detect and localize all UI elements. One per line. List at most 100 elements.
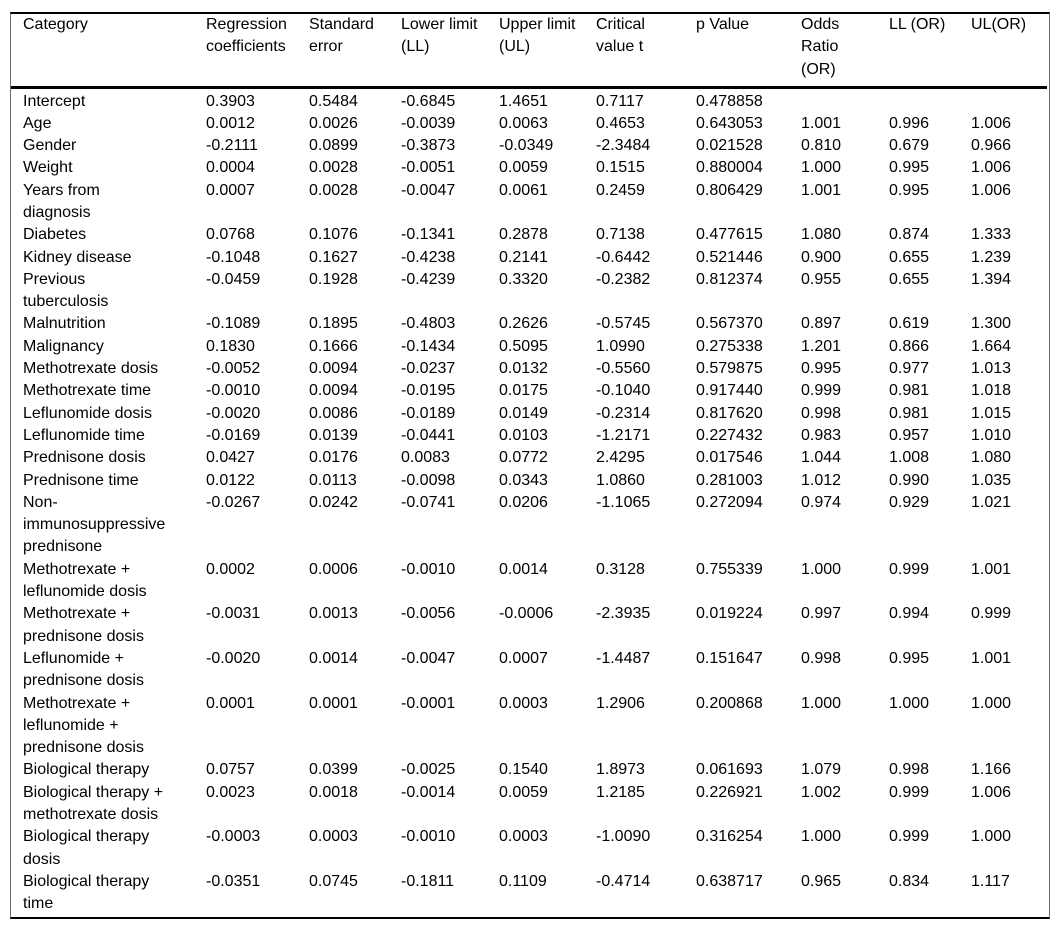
table-row: Methotrexate + prednisone dosis -0.0031 0.… [11, 603, 1047, 648]
cell-lower_limit: -0.1434 [401, 337, 456, 355]
cell-odds_ratio: 1.000 [801, 828, 842, 846]
cell-ll_or: 0.996 [889, 114, 930, 132]
cell-coefficients: -0.0020 [206, 649, 261, 667]
cell-odds_ratio: 0.900 [801, 248, 842, 266]
cell-ul_or: 1.000 [971, 828, 1012, 846]
cell-std_error: 0.0242 [309, 493, 358, 511]
cell-ll_or: 0.981 [889, 382, 930, 400]
cell-ll_or: 0.998 [889, 761, 930, 779]
cell-ll_or: 0.981 [889, 404, 930, 422]
cell-std_error: 0.5484 [309, 92, 358, 110]
cell-critical_t: 0.7117 [596, 92, 644, 110]
cell-lower_limit: -0.0001 [401, 694, 456, 712]
cell-upper_limit: 0.0175 [499, 382, 548, 400]
table-row: Methotrexate + leflunomide dosis 0.0002 0.… [11, 559, 1047, 604]
cell-ul_or: 1.013 [971, 360, 1012, 378]
column-header-critical-t: Critical value t [596, 14, 696, 89]
cell-std_error: 0.0006 [309, 560, 358, 578]
cell-odds_ratio: 0.998 [801, 649, 842, 667]
table-row: Age 0.0012 0.0026 -0.0039 0.0063 0.4653 0.6430… [11, 113, 1047, 135]
cell-p_value: 0.806429 [696, 181, 763, 199]
cell-upper_limit: 0.1109 [499, 872, 547, 890]
cell-upper_limit: 0.0003 [499, 828, 548, 846]
cell-odds_ratio: 0.897 [801, 315, 842, 333]
cell-odds_ratio: 1.001 [801, 181, 842, 199]
column-header-lower-limit: Lower limit (LL) [401, 14, 499, 89]
cell-coefficients: 0.0122 [206, 471, 255, 489]
cell-ll_or: 0.866 [889, 337, 930, 355]
row-category: Prednisone time [23, 471, 139, 489]
cell-coefficients: 0.1830 [206, 337, 255, 355]
row-category: Leflunomide time [23, 426, 145, 444]
table-header: Category Regression coefficients Standar… [11, 14, 1047, 89]
cell-critical_t: 1.0990 [596, 337, 645, 355]
cell-ll_or: 0.999 [889, 828, 930, 846]
cell-critical_t: -0.1040 [596, 382, 651, 400]
cell-critical_t: -1.0090 [596, 828, 651, 846]
cell-upper_limit: 0.0063 [499, 114, 548, 132]
cell-p_value: 0.638717 [696, 872, 763, 890]
cell-ul_or: 1.001 [971, 560, 1012, 578]
cell-p_value: 0.200868 [696, 694, 763, 712]
cell-coefficients: 0.0002 [206, 560, 255, 578]
table-row: Biological therapy dosis -0.0003 0.0003 -0.… [11, 826, 1047, 871]
row-category: Years from diagnosis [23, 181, 100, 221]
cell-upper_limit: 0.0014 [499, 560, 548, 578]
cell-std_error: 0.0013 [309, 605, 358, 623]
row-category: Leflunomide + prednisone dosis [23, 649, 144, 690]
cell-lower_limit: -0.0025 [401, 761, 456, 779]
cell-coefficients: -0.0010 [206, 382, 261, 400]
cell-coefficients: 0.0004 [206, 159, 255, 177]
cell-p_value: 0.755339 [696, 560, 763, 578]
cell-coefficients: -0.0169 [206, 426, 261, 444]
table-row: Methotrexate time -0.0010 0.0094 -0.0195 0.0… [11, 380, 1047, 402]
cell-ll_or: 0.994 [889, 605, 930, 623]
cell-ul_or: 0.966 [971, 137, 1012, 155]
cell-critical_t: -0.4714 [596, 872, 651, 890]
cell-ul_or: 1.000 [971, 694, 1012, 712]
cell-p_value: 0.017546 [696, 449, 763, 467]
table-row: Biological therapy time -0.0351 0.0745 -0.1… [11, 871, 1047, 916]
cell-ul_or: 1.239 [971, 248, 1012, 266]
row-category: Methotrexate time [23, 382, 152, 400]
cell-p_value: 0.812374 [696, 270, 763, 288]
cell-coefficients: 0.0427 [206, 449, 255, 467]
column-header-ul-or: UL(OR) [971, 14, 1047, 89]
cell-std_error: 0.0003 [309, 828, 358, 846]
cell-lower_limit: -0.4239 [401, 270, 456, 288]
cell-lower_limit: -0.0741 [401, 493, 456, 511]
cell-lower_limit: -0.4238 [401, 248, 456, 266]
cell-odds_ratio: 0.995 [801, 360, 842, 378]
cell-coefficients: -0.0031 [206, 605, 261, 623]
cell-p_value: 0.477615 [696, 226, 763, 244]
table-row: Leflunomide time -0.0169 0.0139 -0.0441 0.01… [11, 425, 1047, 447]
cell-std_error: 0.0094 [309, 360, 358, 378]
cell-critical_t: -0.2314 [596, 404, 651, 422]
cell-odds_ratio: 0.983 [801, 426, 842, 444]
cell-upper_limit: 0.2141 [499, 248, 548, 266]
cell-std_error: 0.0028 [309, 181, 358, 199]
regression-results-table-frame: Category Regression coefficients Standar… [10, 12, 1050, 919]
row-category: Weight [23, 159, 73, 177]
header-row: Category Regression coefficients Standar… [11, 14, 1047, 89]
cell-ul_or: 1.333 [971, 226, 1012, 244]
cell-coefficients: -0.0459 [206, 270, 261, 288]
cell-ul_or: 1.166 [971, 761, 1012, 779]
row-category: Previous tuberculosis [23, 270, 109, 311]
cell-ul_or: 1.010 [971, 426, 1012, 444]
cell-ul_or: 1.664 [971, 337, 1012, 355]
table-row: Years from diagnosis 0.0007 0.0028 -0.0047 0… [11, 180, 1047, 225]
table-row: Previous tuberculosis -0.0459 0.1928 -0.423… [11, 269, 1047, 314]
cell-p_value: 0.021528 [696, 137, 763, 155]
cell-odds_ratio: 0.999 [801, 382, 842, 400]
cell-coefficients: -0.0351 [206, 872, 261, 890]
cell-odds_ratio: 0.955 [801, 270, 842, 288]
cell-critical_t: -1.4487 [596, 649, 651, 667]
cell-ll_or: 0.995 [889, 181, 930, 199]
cell-p_value: 0.917440 [696, 382, 763, 400]
cell-p_value: 0.227432 [696, 426, 763, 444]
cell-upper_limit: 0.2878 [499, 226, 548, 244]
cell-upper_limit: 0.0132 [499, 360, 548, 378]
cell-std_error: 0.0028 [309, 159, 358, 177]
